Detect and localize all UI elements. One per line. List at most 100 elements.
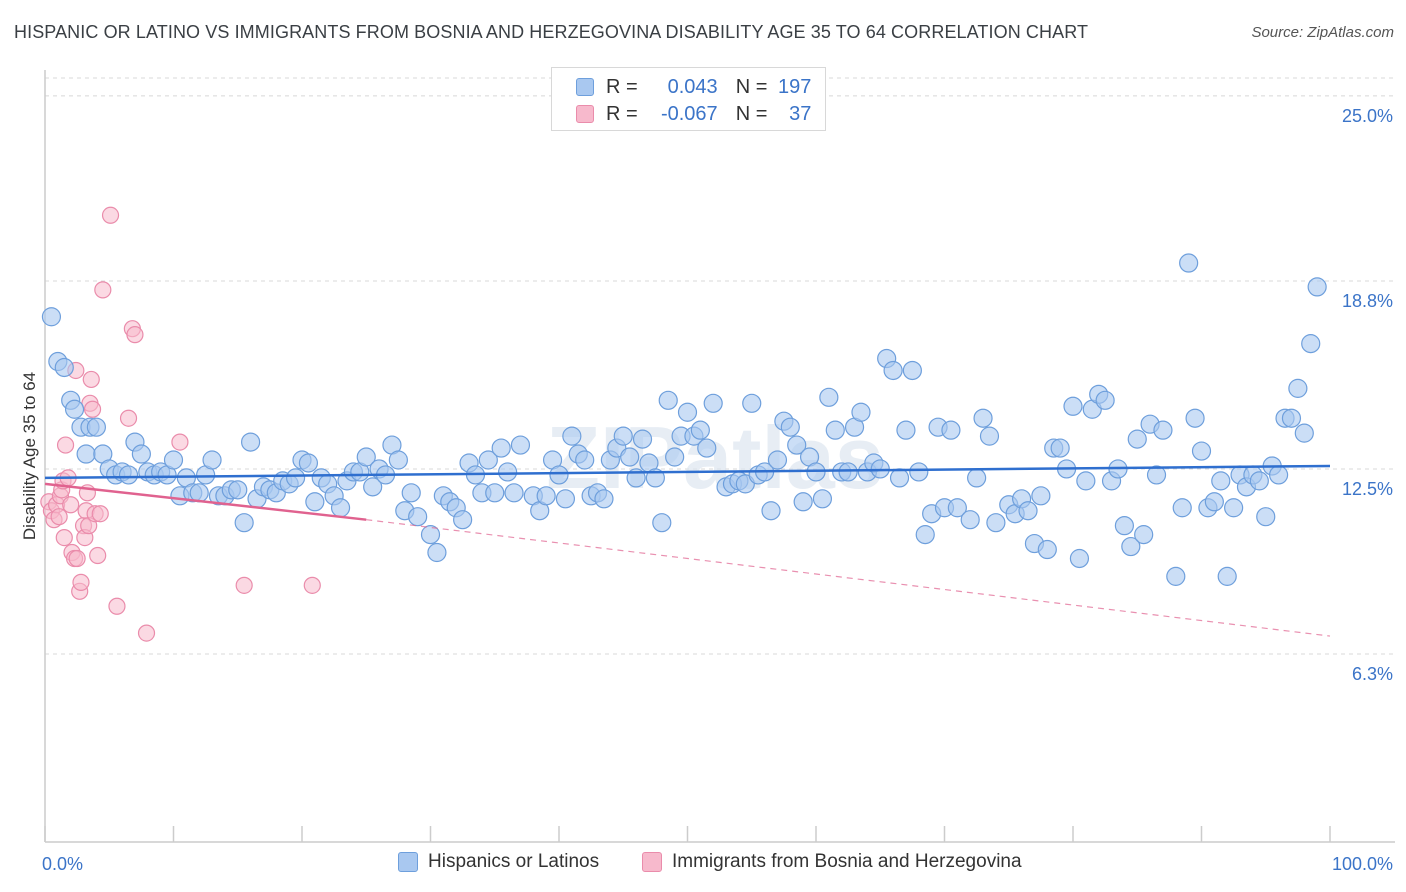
data-point-immigrant xyxy=(55,528,73,547)
data-point-hispanic xyxy=(453,510,473,530)
y-tick-label: 25.0% xyxy=(1342,106,1393,126)
data-point-hispanic xyxy=(1018,501,1038,521)
data-point-hispanic xyxy=(1204,492,1224,512)
data-point-hispanic xyxy=(555,489,576,509)
axes xyxy=(44,70,1395,843)
data-point-hispanic xyxy=(1127,429,1147,449)
data-point-hispanic xyxy=(909,462,929,482)
data-point-hispanic xyxy=(960,510,980,530)
data-point-hispanic xyxy=(1134,525,1154,545)
data-point-hispanic xyxy=(285,468,306,488)
data-point-hispanic xyxy=(1191,441,1212,461)
data-point-immigrant xyxy=(303,576,321,594)
data-point-hispanic xyxy=(812,489,833,509)
data-point-hispanic xyxy=(973,408,993,428)
data-point-hispanic xyxy=(703,393,723,413)
data-point-hispanic xyxy=(64,399,85,419)
data-point-hispanic xyxy=(491,438,511,458)
data-point-hispanic xyxy=(401,483,421,503)
data-point-hispanic xyxy=(1268,465,1289,485)
data-point-hispanic xyxy=(427,542,447,563)
data-point-hispanic xyxy=(793,492,813,512)
data-point-hispanic xyxy=(979,426,1000,446)
legend-item-hispanics[interactable]: Hispanics or Latinos xyxy=(398,851,599,873)
data-point-hispanic xyxy=(549,465,569,485)
data-point-hispanic xyxy=(986,513,1006,533)
data-point-immigrant xyxy=(62,496,80,514)
data-point-hispanic xyxy=(652,513,672,533)
data-point-hispanic xyxy=(594,489,614,509)
data-point-hispanic xyxy=(838,462,858,482)
data-point-hispanic xyxy=(1063,396,1083,416)
data-point-hispanic xyxy=(1294,423,1314,443)
legend-row-immigrants: R = -0.067 N = 37 xyxy=(576,101,811,127)
legend-r-value: 0.043 xyxy=(667,75,718,98)
legend-label-immigrants: Immigrants from Bosnia and Herzegovina xyxy=(672,851,1022,872)
data-point-hispanic xyxy=(1249,471,1269,491)
data-point-hispanic xyxy=(632,429,653,449)
legend-swatch-pink xyxy=(642,852,662,872)
data-point-hispanic xyxy=(1069,548,1090,569)
data-point-immigrant xyxy=(83,400,102,418)
data-point-hispanic xyxy=(690,420,710,440)
data-point-hispanic xyxy=(889,468,910,488)
data-point-hispanic xyxy=(202,450,222,470)
data-point-hispanic xyxy=(363,477,383,497)
data-point-hispanic xyxy=(1185,408,1205,428)
data-point-immigrant xyxy=(82,370,100,389)
trend-line-hispanics xyxy=(44,464,1331,480)
data-point-hispanic xyxy=(408,507,428,527)
data-point-hispanic xyxy=(356,447,376,467)
data-point-immigrant xyxy=(56,436,75,454)
legend-swatch-pink xyxy=(576,105,594,123)
y-tick-label: 12.5% xyxy=(1342,479,1393,499)
data-point-hispanic xyxy=(883,360,903,381)
source-label: Source: ZipAtlas.com xyxy=(1251,24,1394,41)
legend-r-label: R = xyxy=(606,75,638,98)
data-point-hispanic xyxy=(1037,539,1057,560)
data-point-hispanic xyxy=(41,307,62,327)
data-point-immigrant xyxy=(94,281,112,299)
data-point-hispanic xyxy=(1153,420,1173,440)
data-point-hispanic xyxy=(330,498,351,518)
legend-row-hispanics: R = 0.043 N = 197 xyxy=(576,74,811,100)
data-point-hispanic xyxy=(941,420,961,440)
data-point-hispanic xyxy=(1307,277,1327,297)
data-point-hispanic xyxy=(305,492,325,512)
data-point-immigrant xyxy=(119,409,138,427)
data-point-hispanic xyxy=(1166,566,1186,586)
data-point-hispanic xyxy=(536,486,556,506)
data-point-immigrant xyxy=(91,505,109,523)
data-point-hispanic xyxy=(562,426,582,446)
correlation-legend: R = 0.043 N = 197 R = -0.067 N = 37 xyxy=(551,67,826,131)
data-point-hispanic xyxy=(388,450,408,470)
data-point-immigrant xyxy=(50,508,68,526)
data-point-immigrant xyxy=(108,597,126,615)
data-point-immigrant xyxy=(137,624,156,642)
legend-n-value: 197 xyxy=(778,75,812,98)
data-point-hispanic xyxy=(1217,566,1237,586)
legend-label-hispanics: Hispanics or Latinos xyxy=(428,851,600,872)
data-point-hispanic xyxy=(241,432,261,452)
data-point-hispanic xyxy=(851,402,871,422)
data-point-hispanic xyxy=(1076,471,1096,491)
series-immigrants-bosnia xyxy=(40,206,321,642)
data-point-hispanic xyxy=(947,498,967,518)
data-point-hispanic xyxy=(1121,536,1141,557)
data-point-hispanic xyxy=(1224,498,1244,518)
data-point-hispanic xyxy=(504,483,524,503)
data-point-hispanic xyxy=(228,480,248,500)
legend-item-immigrants[interactable]: Immigrants from Bosnia and Herzegovina xyxy=(642,851,1022,873)
data-point-hispanic xyxy=(697,438,717,458)
data-point-hispanic xyxy=(1179,253,1199,273)
data-point-immigrant xyxy=(89,546,107,565)
data-point-hispanic xyxy=(677,402,698,422)
data-point-hispanic xyxy=(761,501,781,521)
data-point-hispanic xyxy=(825,420,845,440)
data-point-hispanic xyxy=(118,465,139,485)
data-point-hispanic xyxy=(1211,471,1231,491)
data-point-hispanic xyxy=(575,450,595,470)
trend-lines xyxy=(44,464,1331,637)
y-axis-label: Disability Age 35 to 64 xyxy=(20,372,39,540)
